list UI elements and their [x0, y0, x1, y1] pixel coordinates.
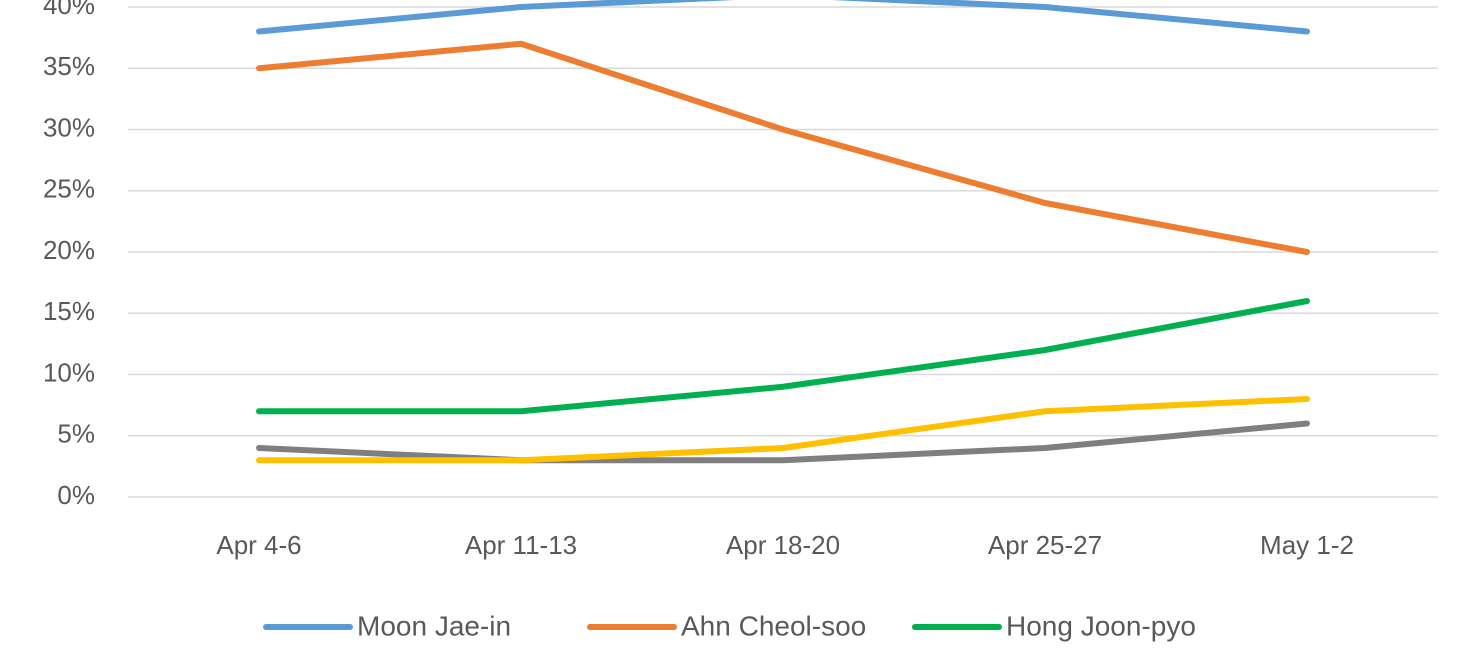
x-tick-label: Apr 11-13 [465, 530, 577, 560]
y-tick-label: 15% [43, 296, 95, 326]
y-tick-label: 30% [43, 112, 95, 142]
x-tick-label: May 1-2 [1260, 530, 1354, 560]
y-tick-label: 0% [57, 480, 95, 510]
y-tick-label: 20% [43, 235, 95, 265]
y-tick-label: 25% [43, 174, 95, 204]
legend-label: Moon Jae-in [357, 610, 511, 641]
series-line [256, 298, 1310, 415]
legend-label: Ahn Cheol-soo [681, 610, 866, 641]
x-tick-label: Apr 18-20 [726, 530, 840, 560]
series-line [256, 40, 1310, 255]
series-line [256, 396, 1310, 464]
legend-label: Hong Joon-pyo [1006, 610, 1196, 641]
y-tick-label: 10% [43, 357, 95, 387]
series-line [256, 0, 1310, 35]
series-line [256, 420, 1310, 464]
x-tick-label: Apr 4-6 [216, 530, 301, 560]
y-tick-label: 40% [43, 0, 95, 20]
y-tick-label: 5% [57, 419, 95, 449]
y-tick-label: 35% [43, 51, 95, 81]
x-tick-label: Apr 25-27 [988, 530, 1102, 560]
